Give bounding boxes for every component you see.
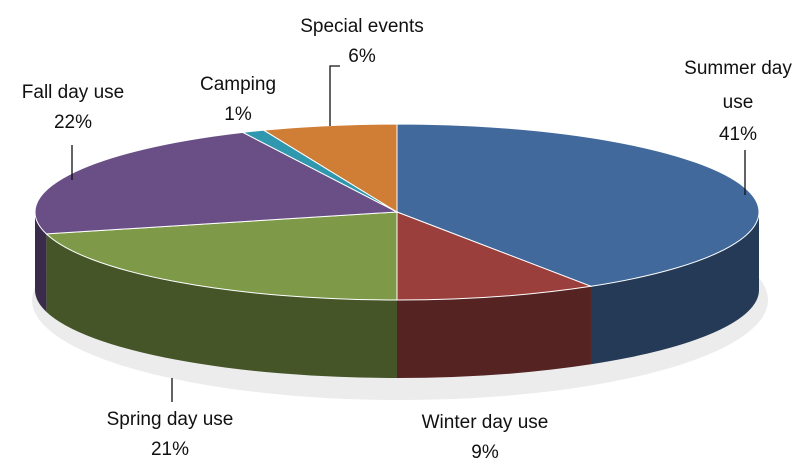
value-label: 21% (150, 439, 190, 460)
value-label: 41% (718, 124, 758, 145)
category-label: Camping (199, 74, 277, 95)
slice-side (46, 233, 397, 378)
slice-label: Fall day use 22% (0, 78, 153, 138)
slice (396, 211, 593, 301)
value-label: 6% (348, 46, 376, 67)
slice-label: Special events 6% (262, 12, 462, 72)
category-label: Special events (300, 16, 424, 37)
slice-label: Spring day use 21% (70, 405, 270, 465)
slice-side (35, 212, 47, 312)
value-label: 22% (53, 112, 93, 133)
slice (34, 131, 399, 235)
leader-line (329, 65, 340, 126)
slice (45, 211, 398, 301)
tops (34, 123, 760, 301)
sides (35, 212, 759, 378)
category-label: Fall day use (21, 82, 125, 103)
slice (262, 123, 398, 213)
slice-label: Camping 1% (178, 70, 298, 130)
category-label: Winter day use (421, 412, 549, 433)
slice-label: Summer day use 41% (671, 52, 806, 150)
slice-side (590, 212, 759, 365)
category-label: Summer day use (684, 58, 792, 113)
value-label: 9% (471, 442, 499, 463)
slice-side (397, 286, 591, 378)
category-label: Spring day use (106, 409, 234, 430)
slice-label: Winter day use 9% (385, 408, 585, 466)
leader-lines (71, 65, 746, 402)
value-label: 1% (224, 104, 252, 125)
